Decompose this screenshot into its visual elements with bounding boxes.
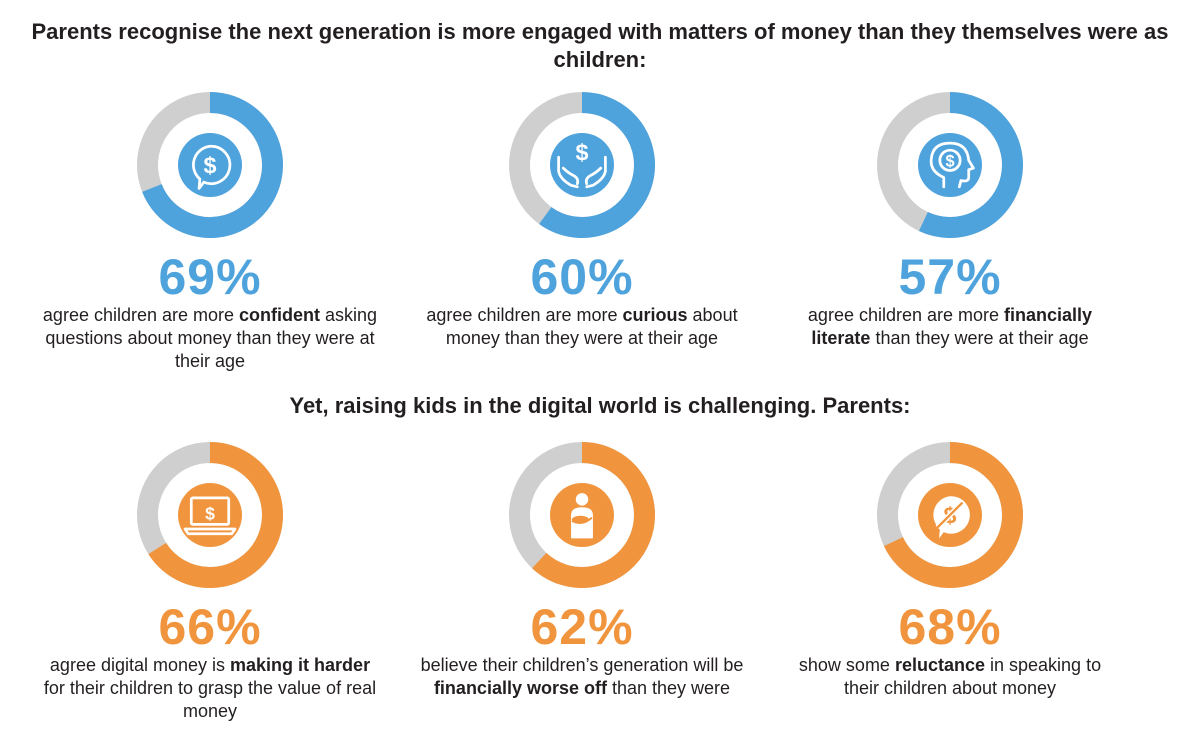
dollar-sign-icon: $ bbox=[205, 504, 215, 524]
description-text: agree children are more bbox=[42, 305, 240, 325]
emphasis-text: confident bbox=[239, 305, 321, 325]
stat-percentage: 68% bbox=[898, 599, 1002, 655]
donut-value-segment bbox=[883, 442, 1023, 588]
description-text: than they were bbox=[606, 678, 731, 698]
description-text: asking questions about money than they w… bbox=[45, 305, 378, 371]
description-text: agree children are more bbox=[426, 305, 623, 325]
icon-badge bbox=[178, 133, 242, 197]
stat-curious: $ 60% agree children are more curious ab… bbox=[402, 92, 762, 350]
donut-value-segment bbox=[148, 442, 283, 588]
stat-description: believe their children’s generation will… bbox=[412, 654, 752, 700]
emphasis-text: financially literate bbox=[811, 305, 1093, 348]
strike-line-icon bbox=[936, 501, 964, 529]
description-text: about money than they were at their age bbox=[445, 305, 738, 348]
person-holding-baby-icon bbox=[571, 493, 593, 539]
donut-chart: $ bbox=[877, 442, 1023, 588]
donut-value-segment bbox=[142, 92, 283, 238]
stat-reluctance: $ 68% show some reluctance in speaking t… bbox=[770, 442, 1130, 700]
stat-description: agree children are more curious about mo… bbox=[412, 304, 752, 350]
description-text: show some bbox=[798, 655, 895, 675]
donut-chart bbox=[509, 442, 655, 588]
description-text: than they were at their age bbox=[870, 328, 1089, 348]
stat-description: show some reluctance in speaking to thei… bbox=[780, 654, 1120, 700]
top-heading: Parents recognise the next generation is… bbox=[31, 19, 1169, 72]
donut-value-segment bbox=[539, 92, 655, 238]
stat-financially-literate: $ 57% agree children are more financiall… bbox=[770, 92, 1130, 350]
description-text: believe their children’s generation will… bbox=[420, 655, 744, 675]
stat-description: agree digital money is making it harder … bbox=[40, 654, 380, 723]
head-with-dollar-icon: $ bbox=[929, 141, 975, 189]
donut-value-segment bbox=[918, 92, 1023, 238]
donut-chart: $ bbox=[877, 92, 1023, 238]
stat-confident: $ 69% agree children are more confident … bbox=[30, 92, 390, 373]
stat-description: agree children are more confident asking… bbox=[40, 304, 380, 373]
stat-description: agree children are more financially lite… bbox=[780, 304, 1120, 350]
bottom-heading: Yet, raising kids in the digital world i… bbox=[289, 393, 911, 418]
emphasis-text: reluctance bbox=[894, 655, 985, 675]
description-text: agree digital money is bbox=[49, 655, 231, 675]
donut-value-segment bbox=[532, 442, 655, 588]
stat-percentage: 60% bbox=[530, 249, 634, 305]
hands-holding-dollar-icon: $ bbox=[557, 139, 607, 189]
stat-percentage: 66% bbox=[158, 599, 262, 655]
description-text: for their children to grasp the value of… bbox=[43, 678, 377, 721]
dollar-sign-icon: $ bbox=[575, 139, 588, 165]
donut-chart: $ bbox=[137, 92, 283, 238]
emphasis-text: financially worse off bbox=[433, 678, 607, 698]
description-text: in speaking to their children about mone… bbox=[843, 655, 1102, 698]
head-icon bbox=[575, 493, 589, 506]
stat-percentage: 57% bbox=[898, 249, 1002, 305]
laptop-dollar-icon: $ bbox=[183, 496, 237, 536]
dollar-speech-bubble-icon: $ bbox=[192, 144, 232, 190]
stat-percentage: 69% bbox=[158, 249, 262, 305]
crossed-dollar-bubble-icon: $ bbox=[933, 496, 970, 539]
donut-chart: $ bbox=[509, 92, 655, 238]
description-text: agree children are more bbox=[807, 305, 1005, 325]
dollar-sign-icon: $ bbox=[945, 153, 954, 171]
emphasis-text: curious bbox=[622, 305, 688, 325]
donut-chart: $ bbox=[137, 442, 283, 588]
emphasis-text: making it harder bbox=[230, 655, 371, 675]
dollar-sign-icon: $ bbox=[203, 153, 216, 179]
stat-percentage: 62% bbox=[530, 599, 634, 655]
stat-making-it-harder: $ 66% agree digital money is making it h… bbox=[30, 442, 390, 723]
stat-worse-off: 62% believe their children’s generation … bbox=[402, 442, 762, 700]
